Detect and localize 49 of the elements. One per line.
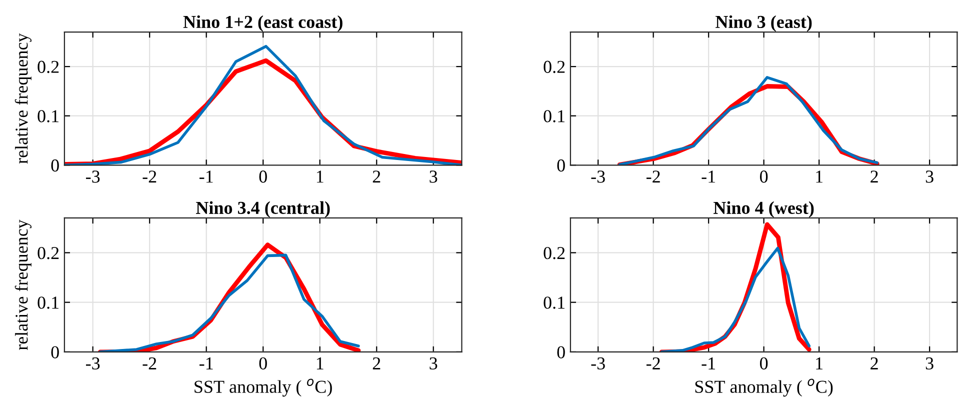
x-tick-label: 0 [760,170,768,183]
x-tick-label: 2 [372,357,380,370]
chart-title: Nino 1+2 (east coast) [183,15,342,32]
y-tick-label: 0.2 [38,60,59,74]
x-tick-label: -2 [142,170,156,183]
x-tick-label: 0 [259,357,267,370]
x-tick-label: -1 [702,170,716,183]
y-tick-label: 0.1 [38,110,59,122]
x-tick-label: -1 [200,357,213,370]
x-tick-label: 3 [430,357,438,370]
x-tick-label: -1 [702,357,716,370]
x-tick-label: 3 [926,357,934,370]
y-tick-label: 0.1 [38,296,59,309]
y-tick-label: 0.1 [544,110,565,122]
x-tick-label: -3 [86,357,100,370]
x-tick-label: 2 [870,170,878,183]
x-tick-label: 3 [926,170,934,183]
y-tick-label: 0 [557,159,565,172]
x-tick-label: 2 [372,170,380,183]
x-tick-label: -2 [646,357,660,370]
x-tick-label: 0 [760,357,768,370]
x-tick-label: -3 [591,170,605,183]
x-tick-label: 1 [316,357,324,370]
y-axis-title: relative frequency [14,220,32,350]
y-axis-title: relative frequency [14,33,32,164]
x-tick-label: -1 [200,170,213,183]
y-tick-label: 0.2 [544,246,565,260]
y-tick-label: 0.2 [38,246,59,260]
x-tick-label: 1 [816,357,823,370]
chart-title: Nino 3.4 (central) [196,201,330,218]
x-tick-label: 2 [870,357,878,370]
x-tick-label: 0 [259,170,267,183]
x-tick-label: -2 [142,357,156,370]
y-tick-label: 0.2 [544,60,565,74]
x-tick-label: 1 [816,170,823,183]
y-tick-label: 0 [51,159,59,172]
line-series [660,246,811,352]
chart-title: Nino 3 (east) [716,15,812,32]
x-tick-label: -2 [646,170,660,183]
y-tick-label: 0 [51,346,59,358]
x-tick-label: -3 [591,357,605,370]
x-tick-label: -3 [86,170,100,183]
x-tick-label: 1 [316,170,324,183]
y-tick-label: 0.1 [544,296,565,309]
x-axis-title: SST anomaly ( $^{o}$C) [695,378,833,397]
y-tick-label: 0 [557,346,565,358]
chart-title: Nino 4 (west) [714,201,814,218]
x-tick-label: 3 [430,170,438,183]
x-axis-title: SST anomaly ( $^{o}$C) [194,378,332,397]
